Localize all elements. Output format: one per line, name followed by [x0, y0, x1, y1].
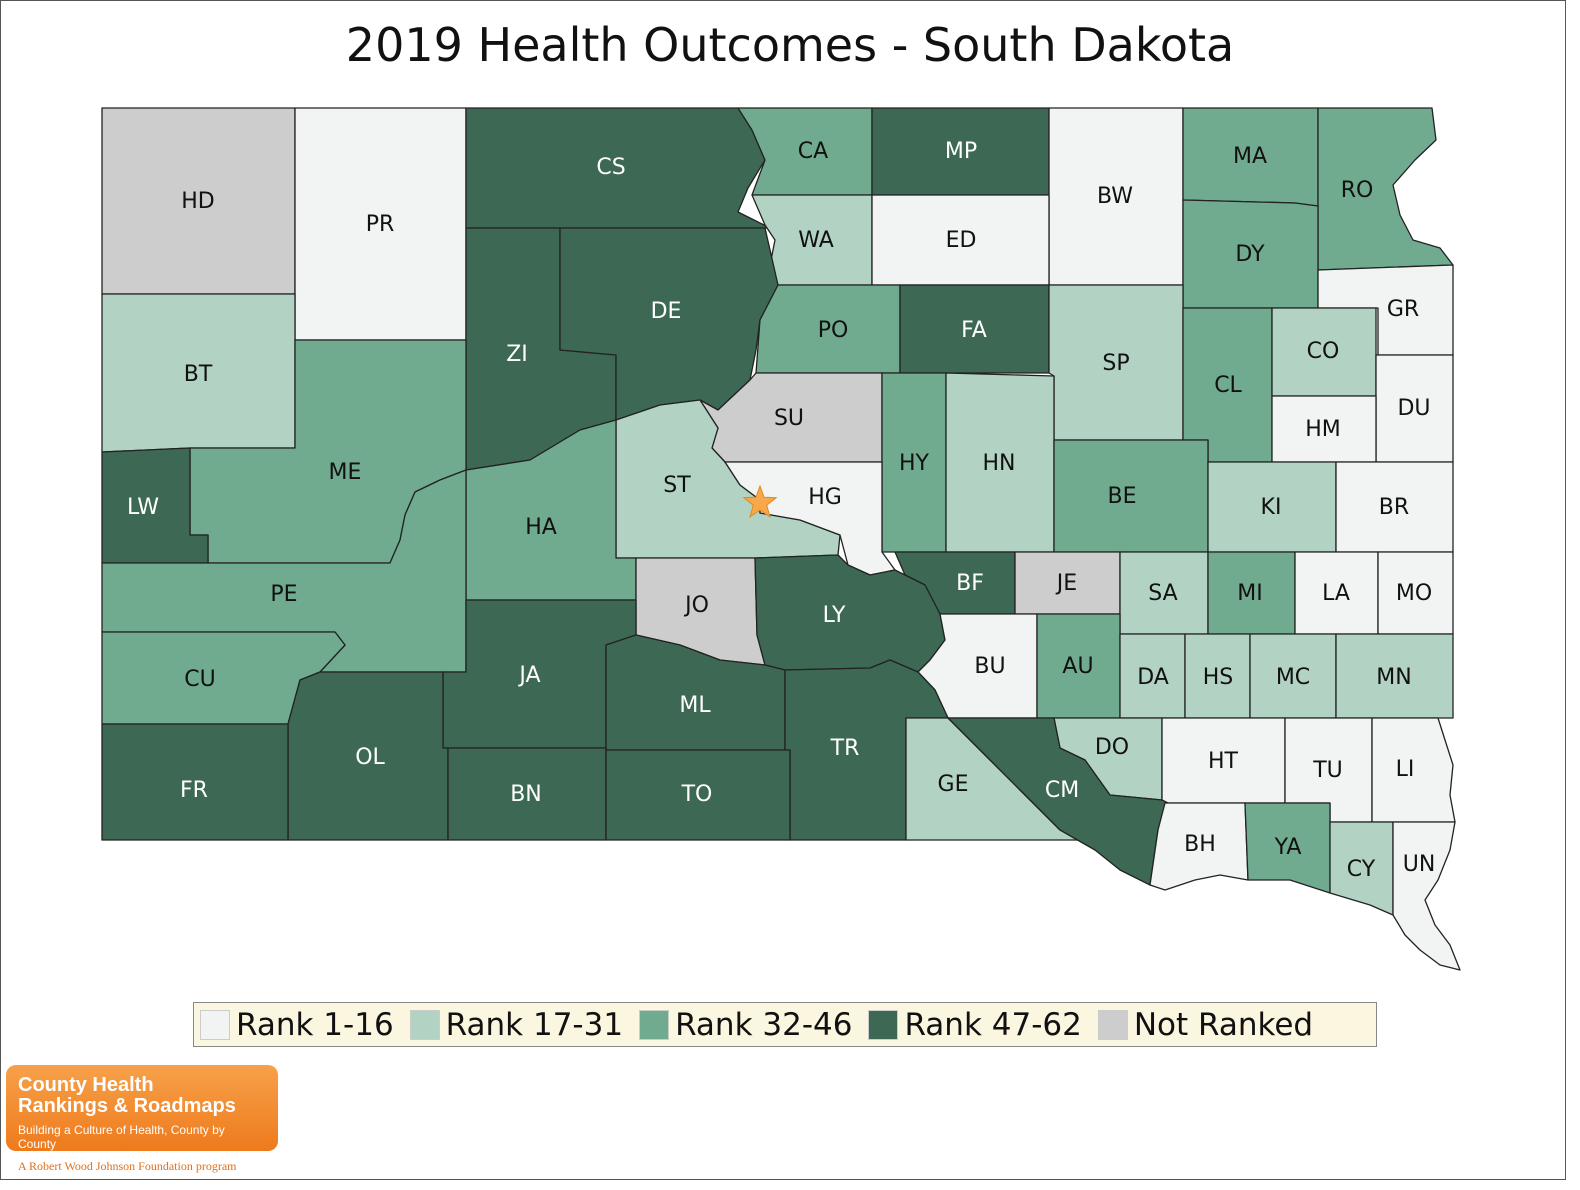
county-label-ki: KI	[1261, 495, 1282, 520]
map-title: 2019 Health Outcomes - South Dakota	[345, 18, 1235, 72]
county-label-tu: TU	[1312, 758, 1343, 783]
county-label-cu: CU	[184, 667, 215, 692]
county-label-bt: BT	[184, 362, 213, 387]
county-label-hn: HN	[983, 451, 1016, 476]
county-label-pr: PR	[366, 212, 395, 237]
county-label-hs: HS	[1203, 665, 1234, 690]
county-label-ht: HT	[1208, 749, 1239, 774]
county-label-jo: JO	[683, 593, 709, 618]
county-label-mp: MP	[945, 139, 977, 164]
county-label-mi: MI	[1237, 581, 1262, 606]
legend-label: Rank 1-16	[236, 1006, 394, 1043]
chr-logo[interactable]: County Health Rankings & Roadmaps Buildi…	[6, 1065, 278, 1151]
legend-swatch	[409, 1009, 440, 1040]
county-label-zi: ZI	[506, 342, 528, 367]
county-label-dy: DY	[1235, 242, 1265, 267]
county-ro	[1317, 107, 1454, 271]
county-label-je: JE	[1055, 571, 1077, 596]
county-label-ed: ED	[946, 228, 977, 253]
south-dakota-county-map: HD PR CS CA MP BW MA RO WA ED DY GR BT ZI DE PO FA SP CL CO…	[101, 107, 1461, 971]
county-label-hg: HG	[808, 485, 842, 510]
county-label-br: BR	[1379, 495, 1409, 520]
county-label-de: DE	[651, 299, 682, 324]
county-mn	[1335, 633, 1454, 719]
county-label-su: SU	[774, 406, 804, 431]
county-label-bn: BN	[510, 782, 542, 807]
county-label-hd: HD	[181, 189, 214, 214]
county-label-po: PO	[818, 318, 849, 343]
county-label-st: ST	[663, 473, 691, 498]
county-label-cs: CS	[596, 155, 625, 180]
logo-footer: A Robert Wood Johnson Foundation program	[18, 1159, 237, 1173]
county-label-wa: WA	[798, 228, 834, 253]
county-label-mo: MO	[1396, 581, 1432, 606]
county-label-gr: GR	[1387, 297, 1419, 322]
county-fr	[101, 723, 289, 841]
legend-label: Rank 32-46	[675, 1006, 853, 1043]
county-label-be: BE	[1108, 484, 1137, 509]
county-label-la: LA	[1322, 581, 1350, 606]
county-label-ha: HA	[525, 515, 557, 540]
county-label-fa: FA	[961, 318, 987, 343]
legend-swatch	[200, 1009, 230, 1040]
county-label-bu: BU	[974, 654, 1005, 679]
county-label-ro: RO	[1341, 178, 1374, 203]
logo-tagline: Building a Culture of Health, County by …	[18, 1123, 225, 1151]
county-label-du: DU	[1397, 396, 1430, 421]
county-label-ja: JA	[517, 663, 540, 688]
legend-label: Not Ranked	[1133, 1006, 1314, 1043]
county-un	[1392, 821, 1461, 971]
legend-item-rank-32-46: Rank 32-46	[639, 1007, 852, 1043]
legend-item-rank-47-62: Rank 47-62	[868, 1006, 1082, 1043]
county-label-tr: TR	[830, 736, 860, 761]
logo-line-1: County Health	[18, 1074, 154, 1096]
legend-item-rank-17-31: Rank 17-31	[409, 1006, 624, 1043]
county-to	[605, 749, 791, 841]
county-label-mc: MC	[1276, 665, 1310, 690]
county-label-bh: BH	[1184, 832, 1216, 857]
county-label-cm: CM	[1045, 778, 1079, 803]
legend-item-not-ranked: Not Ranked	[1097, 1006, 1314, 1043]
county-label-pe: PE	[270, 582, 297, 607]
county-label-ly: LY	[823, 603, 846, 628]
legend-swatch	[868, 1009, 899, 1040]
county-label-fr: FR	[180, 778, 208, 803]
county-label-co: CO	[1307, 339, 1340, 364]
county-label-sp: SP	[1102, 351, 1129, 376]
county-ol	[287, 671, 449, 841]
legend-swatch	[639, 1009, 670, 1040]
county-ya	[1244, 802, 1331, 894]
legend-label: Rank 17-31	[445, 1006, 624, 1043]
legend-swatch	[1097, 1009, 1128, 1040]
county-label-cy: CY	[1347, 857, 1376, 882]
map-legend: Rank 1-16 Rank 17-31 Rank 32-46 Rank 47-…	[193, 1002, 1377, 1047]
county-label-lw: LW	[127, 495, 159, 520]
county-label-ge: GE	[938, 772, 969, 797]
county-label-ol: OL	[355, 745, 385, 770]
county-label-au: AU	[1062, 654, 1093, 679]
county-label-me: ME	[329, 460, 362, 485]
county-label-bw: BW	[1097, 184, 1133, 209]
county-label-bf: BF	[956, 571, 984, 596]
county-label-to: TO	[681, 782, 713, 807]
county-label-do: DO	[1095, 735, 1129, 760]
county-label-cl: CL	[1214, 373, 1242, 398]
county-label-hm: HM	[1305, 417, 1341, 442]
county-label-hy: HY	[899, 451, 930, 476]
county-label-un: UN	[1403, 852, 1436, 877]
county-cy	[1329, 821, 1394, 916]
county-label-mn: MN	[1376, 665, 1411, 690]
county-label-ma: MA	[1233, 144, 1267, 169]
county-label-sa: SA	[1148, 581, 1177, 606]
county-label-li: LI	[1396, 757, 1415, 782]
legend-label: Rank 47-62	[904, 1006, 1082, 1043]
county-label-ml: ML	[679, 693, 711, 718]
county-label-ca: CA	[798, 139, 828, 164]
capital-star-icon	[742, 484, 778, 518]
legend-item-rank-1-16: Rank 1-16	[200, 1007, 394, 1043]
county-label-ya: YA	[1274, 835, 1302, 860]
county-label-da: DA	[1137, 665, 1169, 690]
logo-line-2: Rankings & Roadmaps	[18, 1095, 236, 1117]
